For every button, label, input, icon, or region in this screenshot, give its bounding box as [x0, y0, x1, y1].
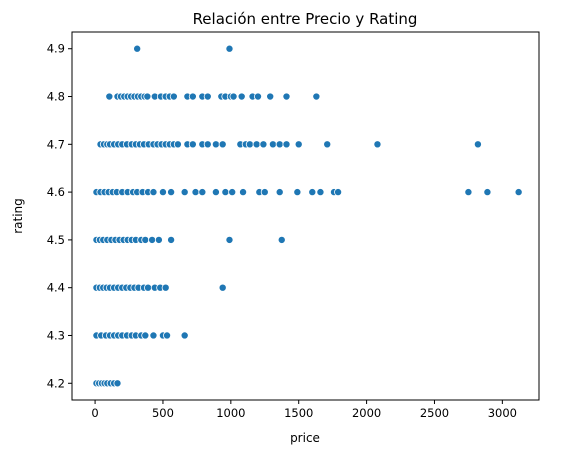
data-point	[221, 188, 230, 197]
data-point	[334, 188, 343, 197]
data-points	[92, 44, 523, 388]
y-tick-label: 4.2	[47, 376, 65, 390]
data-point	[203, 140, 212, 149]
data-point	[188, 92, 197, 101]
x-tick-label: 0	[91, 406, 98, 420]
data-point	[218, 283, 227, 292]
data-point	[148, 235, 157, 244]
data-point	[282, 140, 291, 149]
data-point	[275, 188, 284, 197]
data-point	[275, 140, 284, 149]
data-point	[211, 188, 220, 197]
data-point	[211, 140, 220, 149]
data-point	[237, 92, 246, 101]
data-point	[266, 92, 275, 101]
data-point	[308, 188, 317, 197]
x-axis-label: price	[290, 431, 320, 445]
data-point	[158, 188, 167, 197]
data-point	[169, 92, 178, 101]
data-point	[180, 188, 189, 197]
y-tick-label: 4.5	[47, 233, 65, 247]
data-point	[268, 140, 277, 149]
data-point	[141, 331, 150, 340]
data-point	[203, 92, 212, 101]
data-point	[225, 44, 234, 53]
data-point	[133, 44, 142, 53]
data-point	[191, 188, 200, 197]
data-point	[105, 92, 114, 101]
data-point	[173, 140, 182, 149]
data-point	[294, 140, 303, 149]
data-point	[143, 92, 152, 101]
data-point	[167, 235, 176, 244]
data-point	[514, 188, 523, 197]
data-point	[180, 331, 189, 340]
x-tick-label: 1000	[216, 406, 245, 420]
data-point	[225, 235, 234, 244]
x-tick-label: 2500	[420, 406, 449, 420]
data-point	[161, 283, 170, 292]
data-point	[149, 188, 158, 197]
data-point	[144, 283, 153, 292]
data-point	[228, 188, 237, 197]
y-tick-label: 4.9	[47, 42, 65, 56]
data-point	[373, 140, 382, 149]
data-point	[167, 188, 176, 197]
data-point	[188, 140, 197, 149]
data-point	[229, 92, 238, 101]
y-tick-label: 4.7	[47, 137, 65, 151]
y-tick-label: 4.6	[47, 185, 65, 199]
data-point	[312, 92, 321, 101]
x-tick-label: 3000	[488, 406, 517, 420]
data-point	[323, 140, 332, 149]
x-axis: 0 500 1000 1500 2000 2500 3000	[91, 400, 517, 420]
data-point	[316, 188, 325, 197]
data-point	[252, 140, 261, 149]
data-point	[218, 140, 227, 149]
data-point	[464, 188, 473, 197]
plot-area	[71, 31, 540, 401]
data-point	[282, 92, 291, 101]
y-axis: 4.2 4.3 4.4 4.5 4.6 4.7 4.8 4.9	[47, 42, 72, 390]
data-point	[113, 379, 122, 388]
data-point	[293, 188, 302, 197]
data-point	[260, 188, 269, 197]
y-tick-label: 4.4	[47, 281, 65, 295]
data-point	[245, 140, 254, 149]
data-point	[239, 188, 248, 197]
data-point	[198, 188, 207, 197]
x-tick-label: 500	[152, 406, 174, 420]
x-tick-label: 1500	[284, 406, 313, 420]
y-axis-label: rating	[11, 198, 25, 234]
y-tick-label: 4.3	[47, 328, 65, 342]
data-point	[253, 92, 262, 101]
x-tick-label: 2000	[352, 406, 381, 420]
data-point	[141, 235, 150, 244]
data-point	[163, 331, 172, 340]
y-tick-label: 4.8	[47, 90, 65, 104]
data-point	[149, 331, 158, 340]
data-point	[473, 140, 482, 149]
data-point	[154, 235, 163, 244]
chart-title: Relación entre Precio y Rating	[193, 10, 418, 28]
data-point	[483, 188, 492, 197]
data-point	[259, 140, 268, 149]
data-point	[277, 235, 286, 244]
